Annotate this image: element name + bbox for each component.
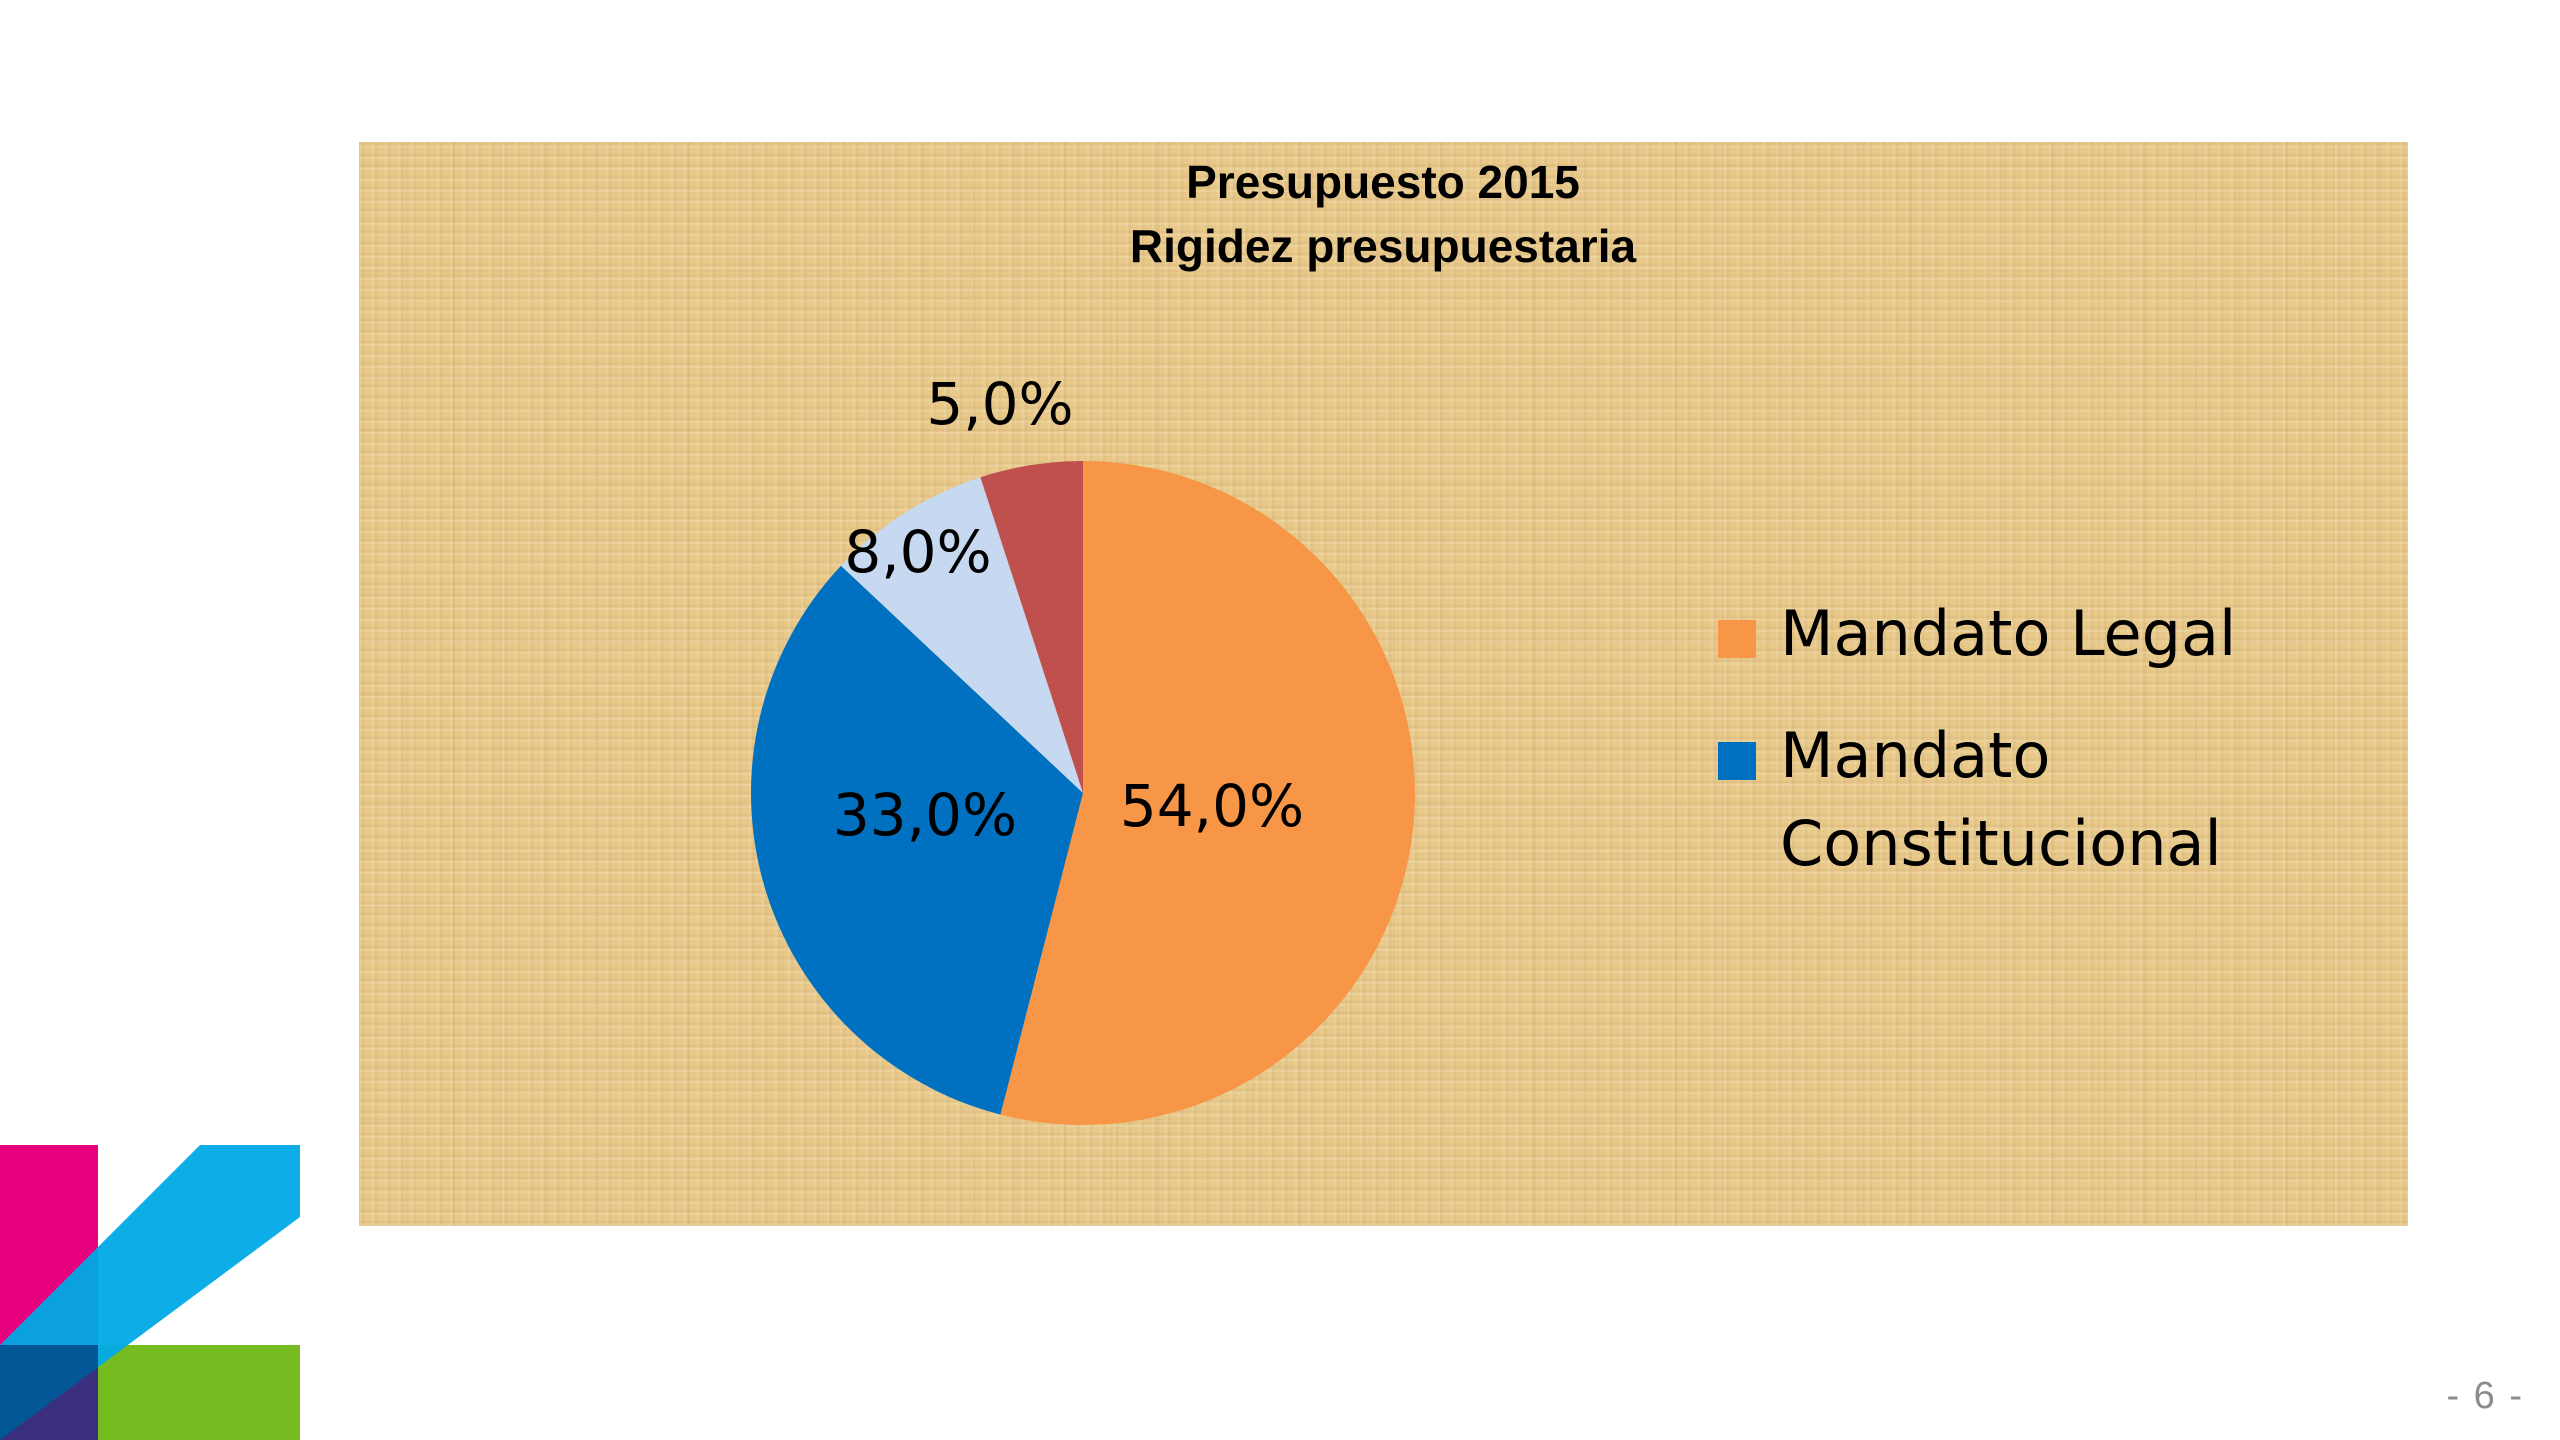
pie-slice xyxy=(1000,461,1416,1125)
legend-item-mandato-legal: Mandato Legal xyxy=(1718,590,2318,678)
legend-item-mandato-constitucional: Mandato Constitucional xyxy=(1718,712,2318,888)
logo-green-shape xyxy=(98,1345,300,1440)
company-logo xyxy=(0,1145,300,1440)
pie-slice xyxy=(750,565,1083,1115)
legend-label: Mandato Legal xyxy=(1780,597,2237,670)
pie-data-label: 8,0% xyxy=(844,518,991,586)
chart-title-line-2: Rigidez presupuestaria xyxy=(1129,220,1637,272)
logo-navy-shape xyxy=(0,1345,98,1440)
legend-label: Mandato Constitucional xyxy=(1780,719,2222,880)
pie-labels: 54,0% 33,0% 8,0% 5,0% xyxy=(833,370,1304,849)
page-number: - 6 - xyxy=(2446,1375,2524,1417)
pie-slices xyxy=(750,461,1416,1125)
pie-slice xyxy=(980,461,1083,793)
pie-data-label: 33,0% xyxy=(833,781,1017,849)
chart-title: Presupuesto 2015 Rigidez presupuestaria xyxy=(0,150,2560,278)
legend-swatch xyxy=(1718,620,1756,658)
legend-swatch xyxy=(1718,742,1756,780)
pie-slice xyxy=(840,477,1083,793)
chart-title-line-1: Presupuesto 2015 xyxy=(1186,156,1580,208)
pie-data-label: 5,0% xyxy=(926,370,1073,438)
pie-data-label: 54,0% xyxy=(1120,772,1304,840)
legend: Mandato Legal Mandato Constitucional xyxy=(1718,590,2318,922)
